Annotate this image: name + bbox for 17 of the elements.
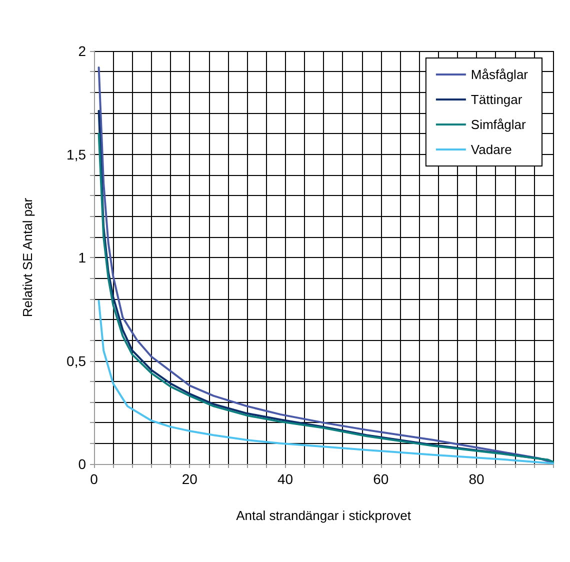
legend-label: Vadare [470, 142, 512, 157]
line-series [98, 300, 554, 464]
x-tick-label: 40 [277, 471, 294, 487]
x-tick-label: 80 [468, 471, 484, 487]
legend-label: Simfåglar [470, 117, 526, 132]
y-tick-label: 2 [78, 43, 86, 59]
y-tick-label: 1,5 [66, 146, 86, 162]
x-tick-label: 20 [182, 471, 198, 487]
legend-label: Måsfåglar [470, 67, 529, 82]
y-axis-title: Relativt SE Antal par [20, 197, 35, 318]
y-tick-label: 0 [78, 456, 86, 472]
y-tick-label: 1 [78, 250, 86, 266]
legend-label: Tättingar [470, 92, 523, 107]
x-tick-label: 60 [373, 471, 389, 487]
x-tick-label: 0 [90, 471, 98, 487]
x-axis-title: Antal strandängar i stickprovet [236, 508, 412, 523]
y-tick-label: 0,5 [66, 352, 86, 369]
